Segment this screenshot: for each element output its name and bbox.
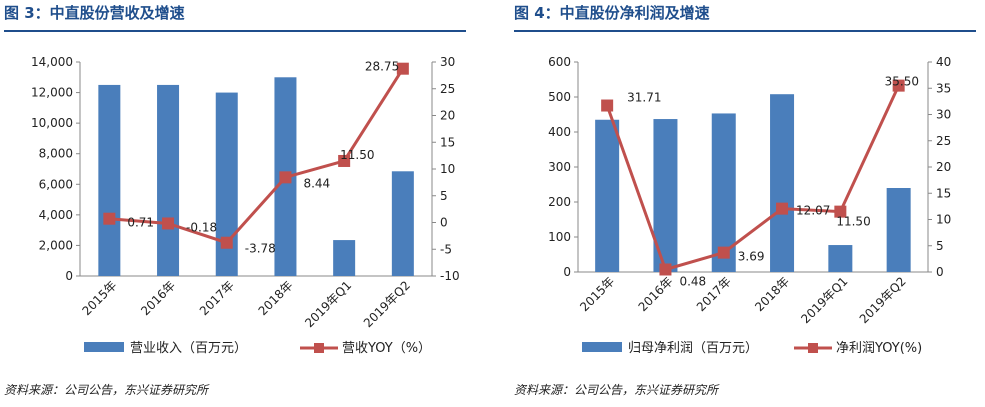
- bar-1: [157, 84, 180, 276]
- yoy-line: [605, 84, 901, 272]
- x-axis-category-label: 2019年Q2: [857, 274, 909, 326]
- left-axis-tick-label: 400: [548, 125, 571, 139]
- left-axis-tick-label: 0: [65, 269, 73, 283]
- right-axis-tick-label: 10: [936, 213, 951, 227]
- title-divider: [4, 30, 466, 32]
- yoy-point-5: [396, 62, 409, 75]
- bar-0: [98, 84, 121, 276]
- left-axis-tick-label: 6,000: [39, 177, 73, 191]
- right-axis-tick-label: 0: [936, 265, 944, 279]
- yoy-point-1: [162, 217, 175, 230]
- yoy-data-label: 8.44: [303, 176, 330, 190]
- left-axis-tick-label: 4,000: [39, 208, 73, 222]
- x-axis-category-label: 2019年Q1: [302, 278, 354, 330]
- bar-4: [828, 245, 853, 272]
- left-axis-tick-label: 200: [548, 195, 571, 209]
- yoy-point-3: [776, 202, 789, 215]
- chart-title-net-profit: 图 4：中直股份净利润及增速: [514, 4, 710, 22]
- legend-line-label: 净利润YOY(%): [836, 341, 922, 356]
- yoy-data-label: 3.69: [738, 250, 765, 264]
- legend-line-marker: [808, 343, 818, 353]
- left-axis-tick-label: 0: [563, 265, 571, 279]
- yoy-point-2: [220, 236, 233, 249]
- right-axis-tick-label: 30: [936, 108, 951, 122]
- bar-5: [886, 188, 911, 272]
- right-axis-tick-label: 5: [440, 189, 448, 203]
- left-axis-tick-label: 10,000: [31, 116, 73, 130]
- left-axis-tick-label: 8,000: [39, 147, 73, 161]
- yoy-point-4: [834, 205, 847, 218]
- yoy-data-label: 11.50: [340, 148, 374, 162]
- x-axis-category-label: 2016年: [138, 278, 178, 318]
- legend-line-label: 营收YOY（%）: [342, 341, 431, 356]
- x-axis-category-label: 2018年: [256, 278, 296, 318]
- yoy-line: [109, 67, 405, 245]
- yoy-data-label: 28.75: [365, 60, 399, 74]
- revenue-chart: 0 2,000 4,000 6,000 8,000 10,000 12,000 14,000 -…: [31, 55, 460, 356]
- yoy-point-0: [601, 99, 614, 112]
- bar-2: [215, 92, 238, 276]
- yoy-data-label: 12.07: [796, 204, 830, 218]
- x-axis-category-label: 2015年: [577, 274, 617, 314]
- yoy-data-label: 35.50: [885, 75, 919, 89]
- x-axis-category-label: 2019年Q1: [798, 274, 850, 326]
- yoy-data-label: 31.71: [627, 91, 661, 105]
- yoy-data-label: 0.48: [679, 274, 706, 288]
- right-axis-tick-label: 40: [936, 55, 951, 69]
- left-axis-tick-label: 14,000: [31, 55, 73, 69]
- yoy-point-1: [659, 263, 672, 276]
- left-axis-tick-label: 2,000: [39, 238, 73, 252]
- net-profit-chart: 0 100 200 300 400 500 600 0 5 10 15 20 25 30 35 40 2015年…: [548, 55, 951, 356]
- right-axis-tick-label: 10: [440, 162, 455, 176]
- right-axis-tick-label: 5: [936, 239, 944, 253]
- chart-title-revenue: 图 3：中直股份营收及增速: [4, 4, 185, 22]
- right-axis-tick-label: 35: [936, 81, 951, 95]
- left-axis-tick-label: 300: [548, 160, 571, 174]
- right-axis-tick-label: 15: [936, 186, 951, 200]
- legend-bar-swatch: [84, 342, 124, 352]
- legend-bar-label: 归母净利润（百万元）: [628, 341, 758, 356]
- right-axis-tick-label: 20: [440, 109, 455, 123]
- left-axis-tick-label: 100: [548, 230, 571, 244]
- legend-bar-swatch: [582, 342, 622, 352]
- yoy-point-2: [717, 246, 730, 259]
- right-axis-tick-label: 15: [440, 135, 455, 149]
- right-axis-tick-label: 0: [440, 216, 448, 230]
- x-axis-category-label: 2019年Q2: [361, 278, 413, 330]
- x-axis-category-label: 2015年: [79, 278, 119, 318]
- left-axis-tick-label: 12,000: [31, 86, 73, 100]
- title-divider: [514, 30, 976, 32]
- right-axis-tick-label: 25: [440, 82, 455, 96]
- right-axis-tick-label: -5: [440, 242, 452, 256]
- legend-line-marker: [314, 343, 324, 353]
- source-note: 资料来源：公司公告，东兴证券研究所: [4, 383, 209, 397]
- left-axis-tick-label: 600: [548, 55, 571, 69]
- yoy-data-label: 0.71: [127, 216, 154, 230]
- yoy-point-0: [103, 212, 116, 225]
- legend-bar-label: 营业收入（百万元）: [130, 341, 247, 356]
- x-axis-category-label: 2017年: [197, 278, 237, 318]
- bar-5: [391, 171, 414, 276]
- right-axis-tick-label: 30: [440, 55, 455, 69]
- bar-3: [770, 94, 795, 272]
- x-axis-category-label: 2016年: [636, 274, 676, 314]
- source-note: 资料来源：公司公告，东兴证券研究所: [514, 383, 719, 397]
- left-axis-tick-label: 500: [548, 90, 571, 104]
- right-axis-tick-label: 25: [936, 134, 951, 148]
- yoy-point-5: [892, 79, 905, 92]
- yoy-point-3: [279, 171, 292, 184]
- yoy-data-label: -3.78: [245, 242, 276, 256]
- x-axis-category-label: 2018年: [752, 274, 792, 314]
- right-axis-tick-label: -10: [440, 269, 460, 283]
- yoy-data-label: -0.18: [186, 220, 217, 234]
- yoy-point-4: [338, 154, 351, 167]
- yoy-data-label: 11.50: [836, 215, 870, 229]
- bar-4: [333, 240, 356, 276]
- bar-0: [595, 119, 620, 272]
- right-axis-tick-label: 20: [936, 160, 951, 174]
